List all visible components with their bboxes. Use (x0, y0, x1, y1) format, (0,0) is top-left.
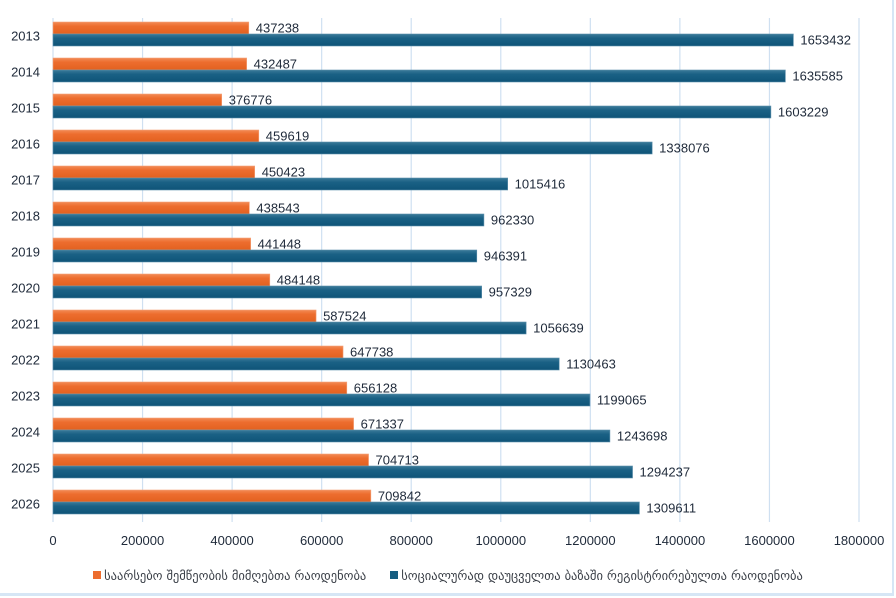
bar-benefit-recipients (52, 345, 344, 359)
legend: საარსებო შემწეობის მიმღებთა რაოდენობა სო… (0, 565, 896, 585)
bar-registered-database (52, 357, 560, 371)
bar-registered-database (52, 105, 772, 119)
x-tick-label: 800000 (390, 533, 433, 548)
bar-benefit-recipients (52, 201, 250, 215)
category-label: 2019 (11, 245, 40, 260)
bar-benefit-recipients (52, 489, 372, 503)
x-tick-label: 400000 (210, 533, 253, 548)
data-label: 1243698 (617, 429, 668, 444)
data-label: 1338076 (659, 141, 710, 156)
bar-registered-database (52, 213, 485, 227)
category-label: 2026 (11, 497, 40, 512)
bar-benefit-recipients (52, 21, 250, 35)
bar-benefit-recipients (52, 381, 348, 395)
data-label: 1294237 (640, 465, 691, 480)
data-label: 1199065 (597, 393, 647, 408)
bar-registered-database (52, 393, 591, 407)
data-label: 1056639 (533, 321, 584, 336)
data-label: 946391 (484, 249, 527, 264)
data-label: 1635585 (792, 69, 843, 84)
x-tick-label: 1400000 (655, 533, 706, 548)
bar-benefit-recipients (52, 129, 260, 143)
bar-registered-database (52, 465, 633, 479)
bar-registered-database (52, 429, 611, 443)
data-label: 709842 (378, 489, 421, 504)
data-label: 647738 (350, 345, 393, 360)
x-tick-label: 200000 (121, 533, 164, 548)
data-label: 432487 (254, 57, 297, 72)
bar-registered-database (52, 285, 482, 299)
gridlines (52, 18, 860, 522)
bar-registered-database (52, 321, 527, 335)
category-label: 2018 (11, 209, 40, 224)
data-label: 1015416 (515, 177, 566, 192)
data-label: 1309611 (646, 501, 696, 516)
x-tick-label: 1600000 (744, 533, 795, 548)
x-tick-label: 1800000 (834, 533, 885, 548)
bar-benefit-recipients (52, 273, 271, 287)
x-tick-label: 0 (49, 533, 56, 548)
bar-benefit-recipients (52, 417, 354, 431)
data-label: 484148 (277, 273, 320, 288)
category-label: 2021 (11, 317, 40, 332)
category-label: 2022 (11, 353, 40, 368)
category-label: 2025 (11, 461, 40, 476)
bar-benefit-recipients (52, 57, 247, 71)
category-label: 2017 (11, 173, 40, 188)
bar-registered-database (52, 249, 478, 263)
data-label: 376776 (229, 93, 272, 108)
bar-benefit-recipients (52, 93, 223, 107)
data-label: 957329 (489, 285, 532, 300)
legend-swatch-blue (390, 571, 399, 579)
value-axis: 0 200000 400000 600000 800000 1000000 1200000 1… (49, 533, 884, 548)
x-tick-label: 1200000 (565, 533, 616, 548)
bar-registered-database (52, 501, 640, 515)
category-label: 2016 (11, 137, 40, 152)
x-tick-label: 1000000 (475, 533, 526, 548)
bars (52, 21, 794, 515)
bar-registered-database (52, 33, 794, 47)
legend-label: სოციალურად დაუცველთა ბაზაში რეგისტრირებუ… (401, 567, 803, 583)
data-label: 587524 (323, 309, 366, 324)
x-tick-label: 600000 (300, 533, 343, 548)
category-label: 2020 (11, 281, 40, 296)
category-label: 2024 (11, 425, 40, 440)
data-label: 656128 (354, 381, 397, 396)
data-label: 437238 (256, 21, 299, 36)
category-label: 2023 (11, 389, 40, 404)
legend-label: საარსებო შემწეობის მიმღებთა რაოდენობა (104, 567, 367, 583)
category-axis: 2013 2014 2015 2016 2017 2018 2019 2020 2021 2022… (11, 29, 40, 512)
legend-item-registered-database[interactable]: სოციალურად დაუცველთა ბაზაში რეგისტრირებუ… (390, 568, 803, 583)
category-label: 2014 (11, 65, 40, 80)
data-label: 704713 (376, 453, 419, 468)
data-label: 459619 (266, 129, 309, 144)
category-label: 2013 (11, 29, 40, 44)
data-label: 438543 (256, 201, 299, 216)
category-label: 2015 (11, 101, 40, 116)
data-label: 1130463 (566, 357, 616, 372)
data-label: 671337 (361, 417, 404, 432)
data-label: 1603229 (778, 105, 829, 120)
bar-registered-database (52, 177, 508, 191)
bar-benefit-recipients (52, 165, 255, 179)
bar-benefit-recipients (52, 453, 369, 467)
legend-swatch-orange (93, 571, 102, 579)
data-label: 962330 (491, 213, 534, 228)
data-label: 450423 (262, 165, 305, 180)
bar-benefit-recipients (52, 309, 317, 323)
bar-registered-database (52, 141, 653, 155)
bar-benefit-recipients (52, 237, 251, 251)
data-label: 1653432 (800, 33, 851, 48)
legend-item-benefit-recipients[interactable]: საარსებო შემწეობის მიმღებთა რაოდენობა (93, 568, 366, 583)
data-labels: 437238 1653432 432487 1635585 376776 1603229 4… (229, 21, 851, 516)
data-label: 441448 (258, 237, 301, 252)
bar-registered-database (52, 69, 786, 83)
